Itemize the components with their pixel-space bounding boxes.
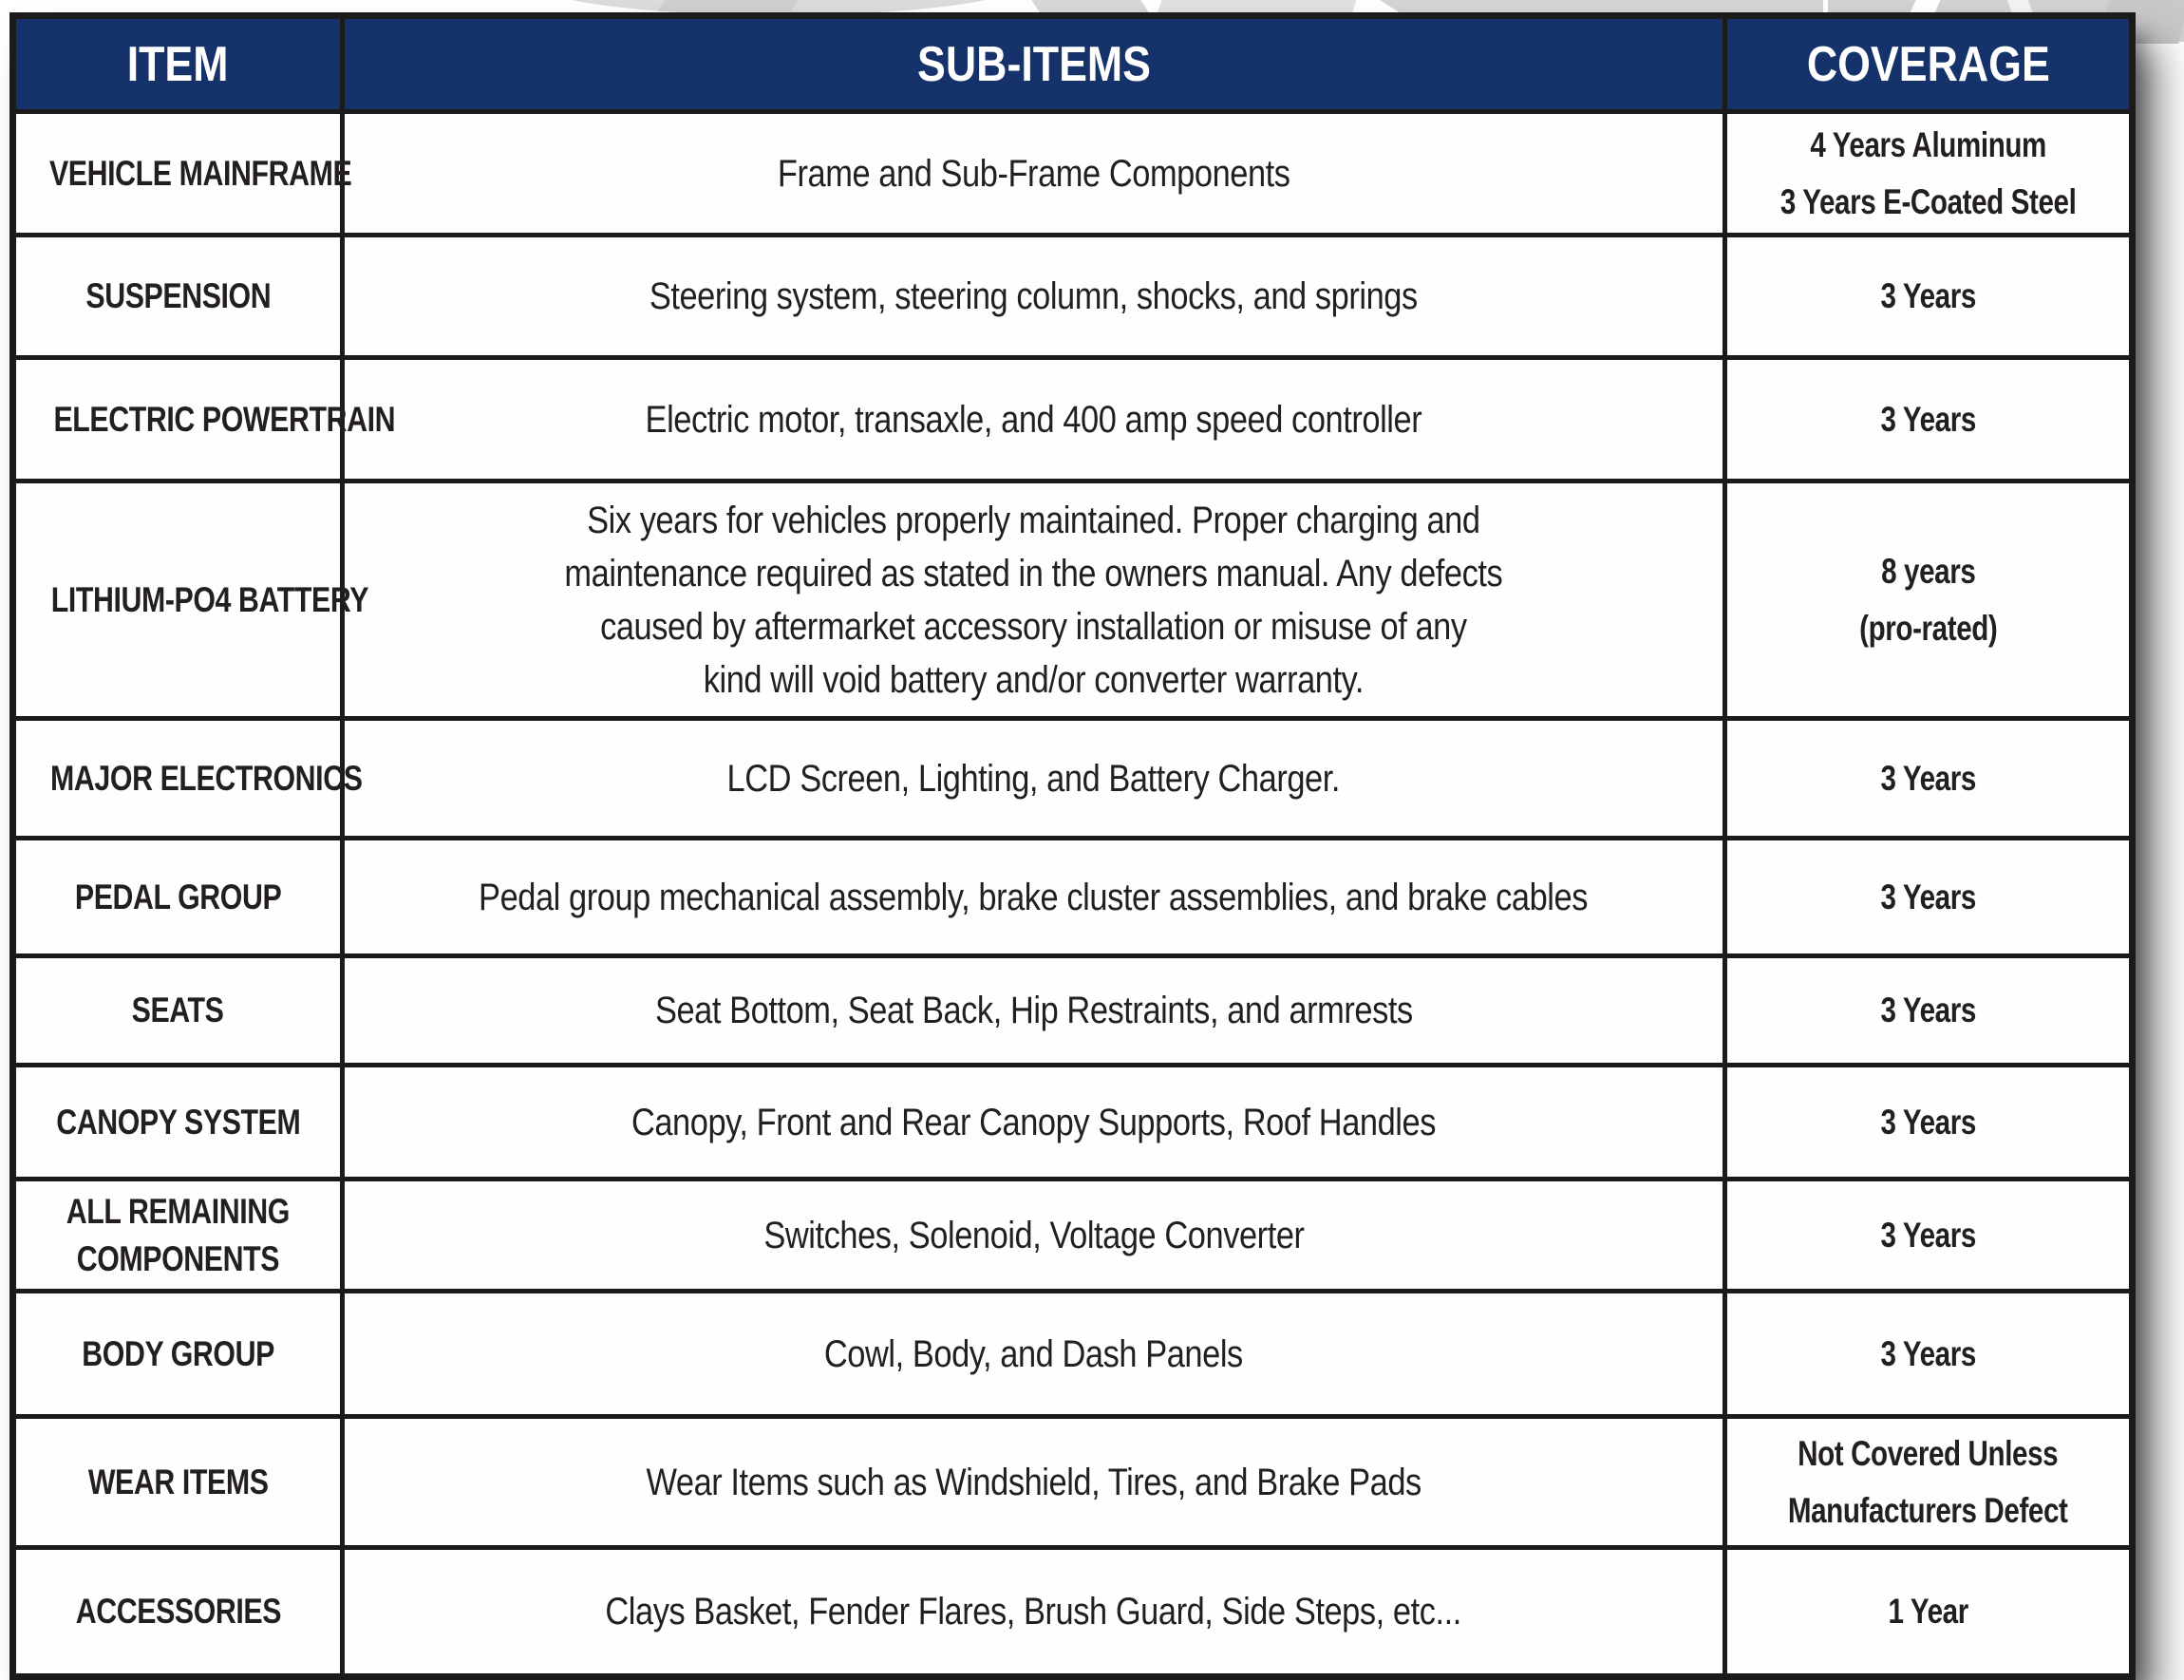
item-cell: LITHIUM-PO4 BATTERY (10, 479, 368, 721)
sub-items-cell: Switches, Solenoid, Voltage Converter (340, 1177, 1727, 1293)
table-row: ACCESSORIES Clays Basket, Fender Flares,… (10, 1545, 2135, 1679)
item-cell: ELECTRIC POWERTRAIN (10, 355, 396, 483)
coverage-value: 3 Years (1880, 1333, 1976, 1373)
coverage-value: 8 years (pro-rated) (1858, 551, 1998, 648)
table-row: MAJOR ELECTRONICS LCD Screen, Lighting, … (10, 716, 2135, 840)
coverage-cell: 8 years (pro-rated) (1723, 479, 2135, 721)
sub-items-cell: Six years for vehicles properly maintain… (340, 479, 1727, 721)
column-header-sub-items: SUB-ITEMS (340, 13, 1727, 114)
item-cell: SUSPENSION (10, 233, 345, 360)
table-row: ALL REMAINING COMPONENTS Switches, Solen… (10, 1177, 2135, 1293)
coverage-value: Not Covered Unless Manufacturers Defect (1788, 1433, 2068, 1530)
coverage-cell: 1 Year (1723, 1545, 2135, 1679)
coverage-cell: 3 Years (1723, 1063, 2135, 1181)
item-cell: ALL REMAINING COMPONENTS (10, 1177, 345, 1293)
coverage-cell: 3 Years (1723, 1289, 2135, 1419)
sub-items-text: Seat Bottom, Seat Back, Hip Restraints, … (654, 990, 1413, 1031)
watermark-shape (657, 0, 815, 11)
item-cell: BODY GROUP (10, 1289, 345, 1419)
sub-items-text: Clays Basket, Fender Flares, Brush Guard… (605, 1591, 1462, 1633)
item-label: VEHICLE MAINFRAME (48, 153, 352, 193)
table-row: SEATS Seat Bottom, Seat Back, Hip Restra… (10, 953, 2135, 1067)
sub-items-cell: Cowl, Body, and Dash Panels (340, 1289, 1727, 1419)
table-row: SUSPENSION Steering system, steering col… (10, 233, 2135, 360)
sub-items-cell: Wear Items such as Windshield, Tires, an… (340, 1414, 1727, 1550)
coverage-value: 4 Years Aluminum 3 Years E-Coated Steel (1779, 124, 2077, 221)
coverage-cell: Not Covered Unless Manufacturers Defect (1723, 1414, 2135, 1550)
sub-items-text: Pedal group mechanical assembly, brake c… (479, 876, 1589, 918)
coverage-value: 3 Years (1880, 276, 1976, 316)
watermark-shape (1377, 0, 1823, 15)
item-cell: ACCESSORIES (10, 1545, 345, 1679)
coverage-value: 3 Years (1880, 877, 1976, 916)
sub-items-cell: Steering system, steering column, shocks… (340, 233, 1727, 360)
coverage-cell: 4 Years Aluminum 3 Years E-Coated Steel (1723, 109, 2135, 237)
table-row: CANOPY SYSTEM Canopy, Front and Rear Can… (10, 1063, 2135, 1181)
sub-items-text: Switches, Solenoid, Voltage Converter (763, 1214, 1305, 1256)
sub-items-cell: Canopy, Front and Rear Canopy Supports, … (340, 1063, 1727, 1181)
coverage-value: 3 Years (1880, 399, 1976, 439)
column-header-item: ITEM (10, 13, 345, 114)
column-header-coverage: COVERAGE (1723, 13, 2135, 114)
sub-items-cell: Frame and Sub-Frame Components (340, 109, 1727, 237)
coverage-cell: 3 Years (1723, 953, 2135, 1067)
sub-items-cell: Clays Basket, Fender Flares, Brush Guard… (340, 1545, 1727, 1679)
item-label: ALL REMAINING COMPONENTS (66, 1191, 291, 1278)
coverage-cell: 3 Years (1723, 836, 2135, 958)
item-label: BODY GROUP (82, 1333, 274, 1373)
table-row: WEAR ITEMS Wear Items such as Windshield… (10, 1414, 2135, 1550)
sub-items-text: Steering system, steering column, shocks… (650, 275, 1418, 317)
item-cell: PEDAL GROUP (10, 836, 345, 958)
item-cell: MAJOR ELECTRONICS (10, 716, 363, 840)
coverage-value: 3 Years (1880, 1102, 1976, 1142)
item-cell: VEHICLE MAINFRAME (10, 109, 352, 237)
sub-items-text: Frame and Sub-Frame Components (777, 152, 1290, 195)
coverage-value: 1 Year (1888, 1592, 1968, 1632)
coverage-value: 3 Years (1880, 1215, 1976, 1255)
sub-items-cell: Seat Bottom, Seat Back, Hip Restraints, … (340, 953, 1727, 1067)
table-row: ELECTRIC POWERTRAIN Electric motor, tran… (10, 355, 2135, 483)
item-label: SUSPENSION (85, 276, 271, 316)
sub-items-text: Cowl, Body, and Dash Panels (824, 1332, 1243, 1375)
table-header-row: ITEM SUB-ITEMS COVERAGE (10, 13, 2135, 114)
item-cell: SEATS (10, 953, 345, 1067)
item-label: LITHIUM-PO4 BATTERY (50, 579, 369, 619)
sub-items-cell: Electric motor, transaxle, and 400 amp s… (340, 355, 1727, 483)
sub-items-text: Canopy, Front and Rear Canopy Supports, … (631, 1101, 1437, 1143)
coverage-cell: 3 Years (1723, 716, 2135, 840)
sub-items-text: Electric motor, transaxle, and 400 amp s… (645, 398, 1422, 441)
item-label: ELECTRIC POWERTRAIN (53, 399, 396, 439)
coverage-cell: 3 Years (1723, 233, 2135, 360)
item-label: SEATS (132, 991, 224, 1030)
coverage-cell: 3 Years (1723, 1177, 2135, 1293)
item-cell: WEAR ITEMS (10, 1414, 345, 1550)
item-cell: CANOPY SYSTEM (10, 1063, 345, 1181)
table-row: VEHICLE MAINFRAME Frame and Sub-Frame Co… (10, 109, 2135, 237)
sub-items-cell: LCD Screen, Lighting, and Battery Charge… (340, 716, 1727, 840)
coverage-value: 3 Years (1880, 991, 1976, 1030)
coverage-cell: 3 Years (1723, 355, 2135, 483)
item-label: WEAR ITEMS (87, 1462, 269, 1501)
sub-items-cell: Pedal group mechanical assembly, brake c… (340, 836, 1727, 958)
sub-items-text: Wear Items such as Windshield, Tires, an… (646, 1461, 1421, 1503)
item-label: PEDAL GROUP (74, 877, 282, 916)
sub-items-text: LCD Screen, Lighting, and Battery Charge… (726, 757, 1341, 800)
item-label: MAJOR ELECTRONICS (50, 758, 363, 798)
item-label: CANOPY SYSTEM (55, 1102, 301, 1142)
table-row: PEDAL GROUP Pedal group mechanical assem… (10, 836, 2135, 958)
sub-items-text: Six years for vehicles properly maintain… (564, 499, 1503, 701)
coverage-value: 3 Years (1880, 758, 1976, 798)
table-row: LITHIUM-PO4 BATTERY Six years for vehicl… (10, 479, 2135, 721)
table-row: BODY GROUP Cowl, Body, and Dash Panels 3… (10, 1289, 2135, 1419)
item-label: ACCESSORIES (75, 1592, 281, 1632)
warranty-coverage-table: ITEM SUB-ITEMS COVERAGE VEHICLE MAINFRAM… (9, 12, 2136, 1680)
